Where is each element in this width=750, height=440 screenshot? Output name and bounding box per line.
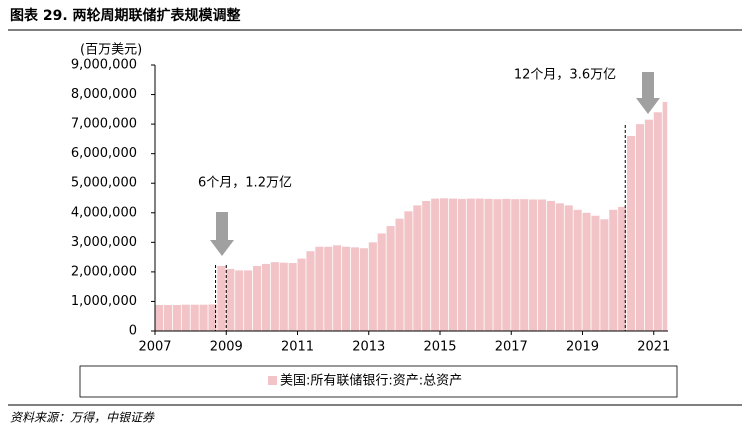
x-tick-label: 2017 [495,340,528,355]
bar [475,198,484,331]
bar [520,199,529,331]
bar [627,135,636,331]
bar [288,263,297,331]
bar [609,209,618,331]
bar [235,270,244,331]
bar [190,304,199,331]
y-tick-label: 9,000,000 [71,58,137,73]
x-tick-label: 2013 [352,340,385,355]
bar [377,233,386,331]
bar [395,218,404,331]
source: 资料来源：万得，中银证券 [10,411,155,425]
chart-title: 图表 29. 两轮周期联储扩表规模调整 [10,7,242,24]
bar [431,198,440,331]
bar [333,245,342,331]
bar [635,124,645,331]
bar [163,304,173,331]
bar [279,262,288,331]
bar [484,198,493,331]
bar [493,199,502,331]
bar [386,226,395,331]
y-tick-label: 2,000,000 [71,264,137,279]
bar [546,200,555,331]
bar [555,203,564,331]
y-tick-label: 6,000,000 [71,146,137,161]
bar [653,112,662,332]
x-tick-label: 2007 [138,340,171,355]
bar [208,304,217,331]
y-tick-label: 3,000,000 [71,235,137,250]
arrow [636,72,660,114]
bar [422,200,431,331]
bar [564,205,573,331]
bar [342,246,351,331]
bar [440,198,449,331]
y-tick-label: 8,000,000 [71,87,137,102]
bar [511,199,520,331]
x-tick-label: 2015 [423,340,456,355]
bar [199,304,208,331]
y-tick-label: 5,000,000 [71,176,137,191]
bar [644,119,653,331]
legend-swatch [268,376,277,385]
bar [466,198,475,331]
y-axis-label: (百万美元) [80,43,142,58]
bar [413,205,422,331]
bar [582,212,591,331]
bar [252,265,262,331]
bar [359,248,368,331]
y-tick-label: 0 [129,324,137,339]
bar [261,263,270,331]
bar [502,198,511,331]
bar [217,265,226,331]
bar [600,219,609,331]
bar [315,246,324,331]
annotation: 12个月，3.6万亿 [514,68,616,83]
bar [270,262,279,331]
x-tick-label: 2019 [566,340,599,355]
arrow [210,212,234,256]
x-tick-label: 2009 [210,340,243,355]
bar [155,304,164,331]
bar [618,206,627,331]
bar [297,258,306,331]
bar [244,270,253,331]
bar [457,198,466,331]
bar [591,215,600,331]
bar [324,246,333,331]
x-tick-label: 2021 [637,340,670,355]
y-tick-label: 1,000,000 [71,294,137,309]
y-tick-label: 7,000,000 [71,117,137,132]
bar [306,251,315,331]
bar [172,304,181,331]
bar [573,209,582,331]
bar [368,242,377,331]
legend-box [79,365,678,398]
bar [181,304,190,331]
bar [529,199,538,331]
bar [537,199,547,331]
bar [404,211,413,331]
bar [226,268,235,331]
legend-label: 美国:所有联储银行:资产:总资产 [280,374,462,389]
bar [448,198,458,331]
x-tick-label: 2011 [281,340,314,355]
annotation: 6个月，1.2万亿 [198,176,292,191]
y-tick-label: 4,000,000 [71,205,137,220]
bar [350,247,360,331]
bar [662,101,668,331]
